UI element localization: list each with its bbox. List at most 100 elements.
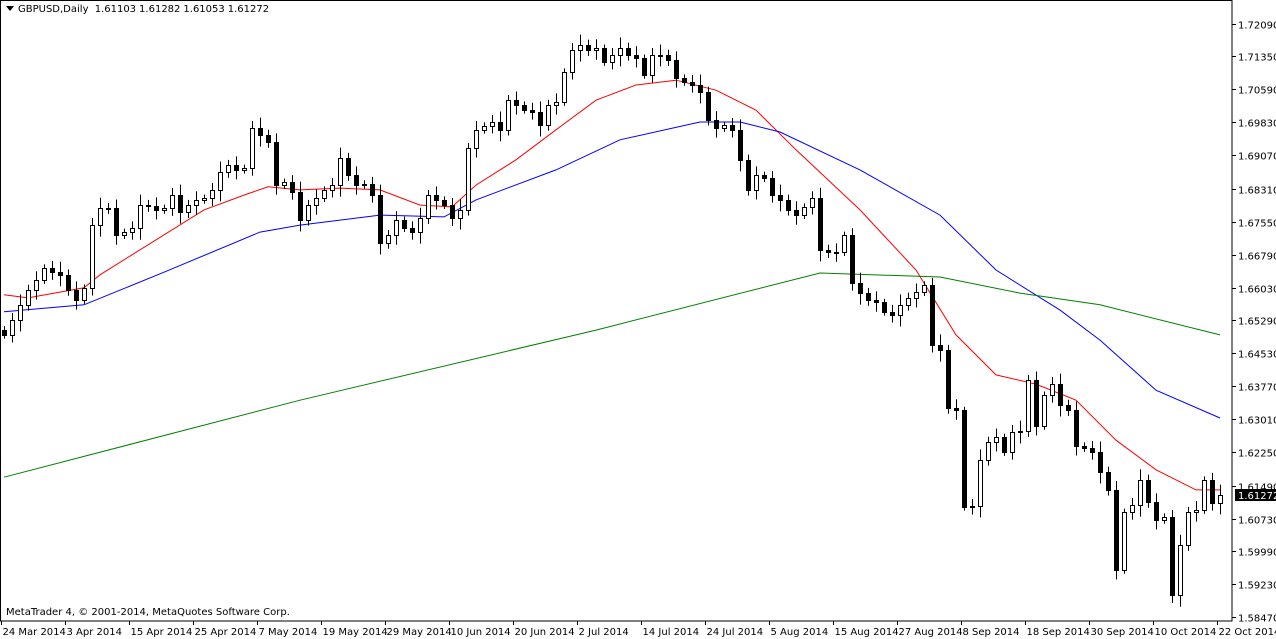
candle (1074, 401, 1079, 456)
candle (106, 202, 111, 214)
candle (786, 194, 791, 216)
candle-body-bear (274, 142, 279, 186)
ma-slow-line (3, 272, 1221, 478)
candle-body-bear (530, 110, 535, 113)
x-tick-label: 7 May 2014 (259, 627, 318, 638)
candle-body-bear (714, 120, 719, 129)
candle-body-bull (242, 168, 247, 171)
candle-body-bull (914, 292, 919, 299)
candle-body-bear (290, 182, 295, 193)
candle (42, 264, 47, 284)
candle-body-bull (578, 45, 583, 51)
candle (882, 298, 887, 316)
candle-body-bear (266, 135, 271, 143)
candle (778, 184, 783, 212)
candle-body-bear (930, 285, 935, 346)
candle-body-bull (490, 122, 495, 127)
candle-body-bull (1218, 495, 1223, 504)
candle (26, 284, 31, 311)
candle-body-bear (402, 220, 407, 229)
candle (1186, 506, 1191, 551)
candle (1130, 498, 1135, 520)
candle-body-bull (482, 126, 487, 131)
candle-body-bull (970, 506, 975, 508)
candle-body-bear (730, 125, 735, 131)
candle (1210, 472, 1215, 511)
candle (522, 101, 527, 114)
candle (842, 231, 847, 256)
candle-body-bear (850, 235, 855, 284)
candle-body-bull (546, 105, 551, 126)
y-tick-label: 1.65290 (1238, 317, 1276, 328)
candle (994, 428, 999, 452)
candle (538, 101, 543, 137)
y-tick-label: 1.61490 (1238, 483, 1276, 494)
candle (1170, 509, 1175, 603)
candle (378, 184, 383, 255)
candle-body-bull (322, 190, 327, 199)
candle-body-bull (754, 175, 759, 191)
candle-body-bear (154, 206, 159, 211)
symbol-timeframe: GBPUSD,Daily (18, 4, 89, 15)
candle-body-bull (42, 268, 47, 281)
candle (962, 406, 967, 511)
candle-body-bull (986, 442, 991, 461)
candle-body-bear (690, 82, 695, 86)
candle (546, 99, 551, 131)
candle-body-bull (562, 72, 567, 103)
candle (474, 121, 479, 158)
candle (1042, 391, 1047, 430)
candle-body-bear (938, 345, 943, 351)
candle (290, 175, 295, 200)
chart-header: GBPUSD,Daily 1.61103 1.61282 1.61053 1.6127… (6, 4, 272, 15)
candle (586, 39, 591, 56)
candle-body-bull (170, 195, 175, 209)
candle (506, 94, 511, 136)
candle-body-bear (58, 272, 63, 276)
candle-body-bear (954, 408, 959, 411)
candle-body-bear (1146, 480, 1151, 503)
candle-body-bear (666, 55, 671, 61)
x-tick-label: 2 Jul 2014 (579, 627, 629, 638)
candle-body-bull (1138, 480, 1143, 506)
candle (634, 46, 639, 68)
x-tick-label: 5 Aug 2014 (771, 627, 829, 638)
candle (490, 114, 495, 134)
candle (914, 283, 919, 308)
candle (554, 93, 559, 115)
candle (450, 198, 455, 226)
candle-body-bear (514, 100, 519, 106)
dropdown-triangle-icon[interactable] (6, 6, 14, 11)
candle (698, 74, 703, 104)
candle (530, 102, 535, 120)
ohlc-high: 1.61282 (139, 4, 181, 15)
y-tick-label: 1.62250 (1238, 449, 1276, 460)
candle-body-bull (610, 55, 615, 63)
candle (66, 269, 71, 296)
y-tick-label: 1.66030 (1238, 285, 1276, 296)
candle (442, 196, 447, 209)
candle (130, 221, 135, 240)
candle-body-bear (1154, 502, 1159, 521)
candle (514, 91, 519, 115)
candle-body-bear (114, 208, 119, 236)
candle-body-bear (586, 45, 591, 51)
candle (730, 118, 735, 138)
candle-body-bear (234, 165, 239, 171)
candle (34, 271, 39, 300)
candle (938, 334, 943, 362)
candle-body-bear (738, 130, 743, 161)
candle-body-bear (1170, 517, 1175, 596)
candle (970, 499, 975, 515)
candle-body-bear (1210, 480, 1215, 504)
x-tick-label: 30 Sep 2014 (1091, 627, 1154, 638)
candle-body-bear (698, 85, 703, 93)
candle-body-bull (218, 172, 223, 191)
candle-body-bear (962, 410, 967, 508)
candle (498, 111, 503, 142)
candle (58, 261, 63, 287)
candle-body-bull (210, 190, 215, 199)
candle-body-bull (386, 235, 391, 244)
y-tick-label: 1.66790 (1238, 252, 1276, 263)
